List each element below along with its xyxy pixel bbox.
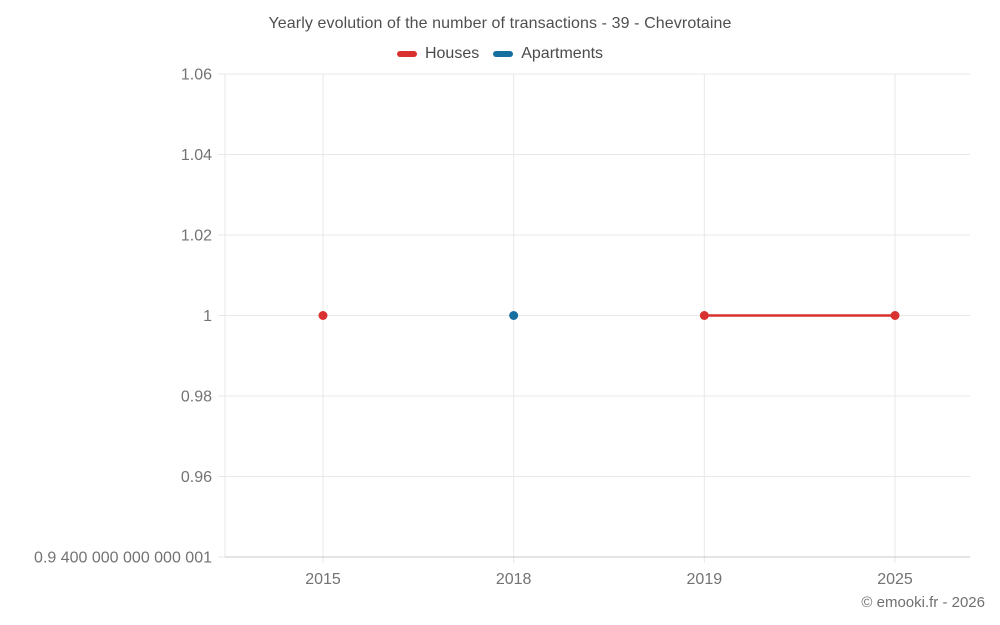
series-houses bbox=[318, 311, 900, 320]
data-point[interactable] bbox=[509, 311, 519, 320]
data-point[interactable] bbox=[890, 311, 900, 320]
y-tick-label: 0.9 400 000 000 000 001 bbox=[34, 550, 212, 567]
x-gridlines-and-labels: 2015 2018 2019 2025 bbox=[305, 74, 913, 588]
legend-item-houses[interactable]: Houses bbox=[396, 45, 480, 63]
houses-series-swatch-icon bbox=[396, 51, 417, 57]
x-tick-label: 2019 bbox=[687, 571, 723, 588]
y-tick-label: 1 bbox=[203, 308, 212, 325]
legend-item-apartments[interactable]: Apartments bbox=[493, 45, 603, 63]
legend: Houses Apartments bbox=[0, 45, 1000, 63]
y-tick-label: 0.96 bbox=[181, 469, 212, 486]
y-tick-label: 0.98 bbox=[181, 389, 212, 406]
attribution-credit: © emooki.fr - 2026 bbox=[861, 594, 985, 611]
legend-label-houses: Houses bbox=[424, 45, 480, 62]
apartments-series-swatch-icon bbox=[493, 51, 514, 57]
series-apartments bbox=[509, 311, 519, 320]
chart-title: Yearly evolution of the number of transa… bbox=[268, 15, 732, 32]
data-point[interactable] bbox=[699, 311, 709, 320]
x-tick-label: 2015 bbox=[305, 571, 341, 588]
y-tick-label: 1.06 bbox=[181, 67, 212, 84]
y-tick-label: 1.04 bbox=[181, 147, 212, 164]
x-tick-label: 2025 bbox=[877, 571, 913, 588]
x-tick-label: 2018 bbox=[496, 571, 532, 588]
data-point[interactable] bbox=[318, 311, 328, 320]
legend-label-apartments: Apartments bbox=[521, 45, 604, 62]
y-tick-label: 1.02 bbox=[181, 228, 212, 245]
